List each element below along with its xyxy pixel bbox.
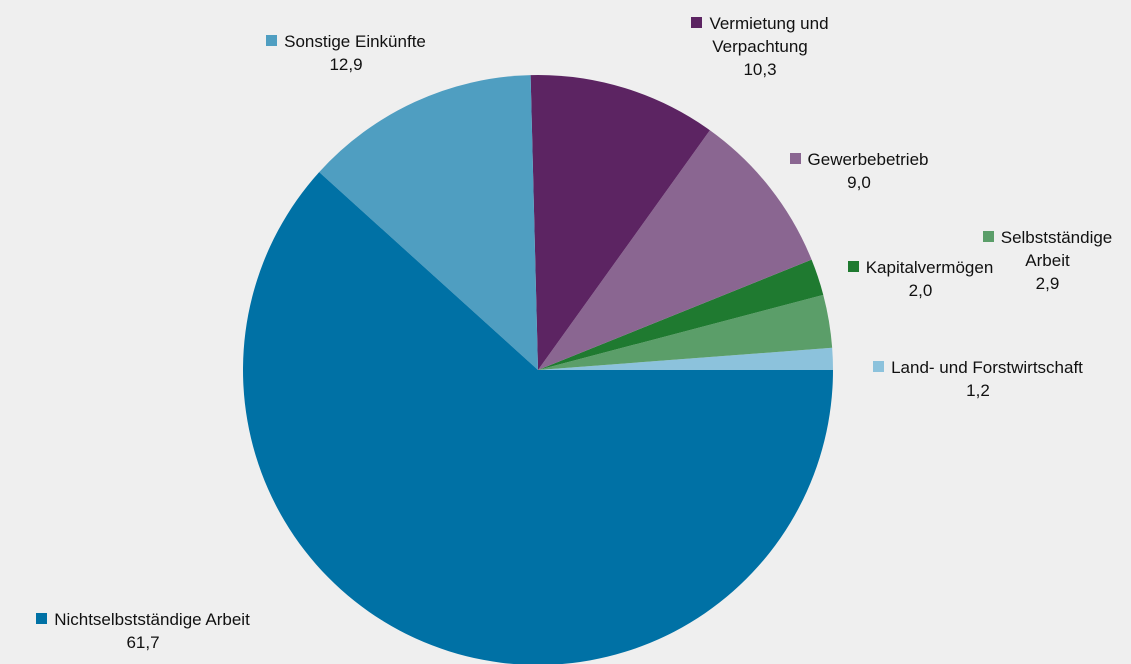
- category-label: Kapitalvermögen: [865, 258, 994, 277]
- value-label: 2,0: [908, 281, 933, 300]
- legend-entry: Land- und Forstwirtschaft: [848, 356, 1108, 379]
- pie-slice: [538, 259, 824, 370]
- value-label: 9,0: [847, 173, 871, 192]
- category-label: Gewerbebetrieb: [807, 150, 929, 169]
- legend-swatch: [36, 613, 48, 624]
- legend-entry: Nichtselbstständige Arbeit: [8, 608, 278, 631]
- value-label: 12,9: [329, 55, 363, 74]
- category-label: Sonstige Einkünfte: [284, 32, 426, 51]
- legend-entry: Sonstige Einkünfte: [236, 30, 456, 53]
- category-label: Selbstständige Arbeit: [1000, 228, 1113, 270]
- value-label: 10,3: [743, 60, 777, 79]
- legend-entry: Kapitalvermögen: [828, 256, 1013, 279]
- category-label: Land- und Forstwirtschaft: [891, 358, 1083, 377]
- legend-swatch: [873, 361, 885, 372]
- slice-label: Nichtselbstständige Arbeit 61,7: [8, 608, 278, 654]
- pie-slice: [538, 347, 833, 370]
- legend-swatch: [789, 153, 801, 164]
- value-label: 2,9: [1035, 274, 1060, 293]
- category-label: Vermietung und Verpachtung: [709, 14, 829, 56]
- slice-label: Kapitalvermögen 2,0: [828, 256, 1013, 302]
- pie-slice: [243, 172, 833, 664]
- legend-entry: Gewerbebetrieb: [764, 148, 954, 171]
- slice-label: Gewerbebetrieb 9,0: [764, 148, 954, 194]
- value-label: 61,7: [126, 633, 160, 652]
- pie-slice: [538, 294, 833, 370]
- slice-label: Selbstständige Arbeit 2,9: [960, 226, 1131, 295]
- legend-entry: Vermietung und Verpachtung: [660, 12, 860, 58]
- pie-slice: [530, 74, 710, 370]
- pie-slice: [319, 75, 538, 370]
- legend-swatch: [266, 35, 278, 46]
- category-label: Nichtselbstständige Arbeit: [54, 610, 250, 629]
- value-label: 1,2: [966, 381, 990, 400]
- slice-label: Sonstige Einkünfte 12,9: [236, 30, 456, 76]
- legend-swatch: [691, 17, 703, 28]
- legend-entry: Selbstständige Arbeit: [960, 226, 1131, 272]
- legend-swatch: [847, 261, 859, 272]
- pie-slice: [538, 130, 812, 370]
- slice-label: Land- und Forstwirtschaft 1,2: [848, 356, 1108, 402]
- legend-swatch: [982, 231, 994, 242]
- slice-label: Vermietung und Verpachtung 10,3: [660, 12, 860, 81]
